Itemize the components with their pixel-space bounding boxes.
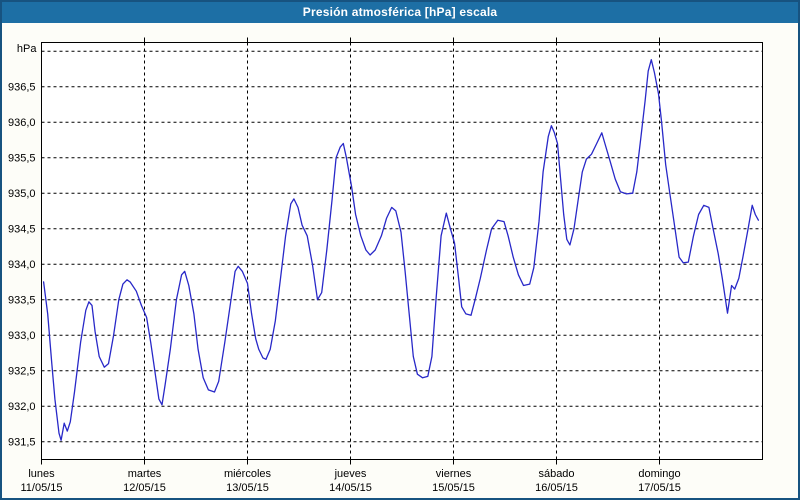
x-day-label: jueves <box>334 468 367 480</box>
pressure-series-line <box>42 59 760 441</box>
plot-border <box>41 42 763 460</box>
x-day-label: miércoles <box>224 468 272 480</box>
y-tick-label: 933,0 <box>8 330 36 342</box>
x-day-label: sábado <box>538 468 574 480</box>
x-day-label: domingo <box>638 468 680 480</box>
y-tick-label: 932,0 <box>8 401 36 413</box>
y-axis-unit-label: hPa <box>17 43 37 55</box>
y-tick-label: 934,5 <box>8 224 36 236</box>
x-date-label: 16/05/15 <box>535 482 578 494</box>
x-date-label: 11/05/15 <box>20 482 62 494</box>
y-tick-label: 932,5 <box>8 366 36 378</box>
y-tick-label: 935,5 <box>8 153 36 165</box>
x-date-label: 14/05/15 <box>329 482 372 494</box>
y-tick-label: 936,5 <box>8 82 36 94</box>
y-tick-label: 935,0 <box>8 188 36 200</box>
y-tick-label: 931,5 <box>8 437 36 449</box>
y-tick-label: 936,0 <box>8 117 36 129</box>
x-date-label: 13/05/15 <box>226 482 269 494</box>
y-tick-label: 933,5 <box>8 295 36 307</box>
y-tick-label: 934,0 <box>8 259 36 271</box>
x-day-label: lunes <box>28 468 55 480</box>
x-day-label: martes <box>128 468 162 480</box>
x-date-label: 15/05/15 <box>432 482 475 494</box>
chart-title: Presión atmosférica [hPa] escala <box>2 2 798 23</box>
x-day-label: viernes <box>436 468 472 480</box>
x-date-label: 12/05/15 <box>123 482 166 494</box>
plot-area <box>41 42 763 460</box>
x-date-label: 17/05/15 <box>638 482 681 494</box>
